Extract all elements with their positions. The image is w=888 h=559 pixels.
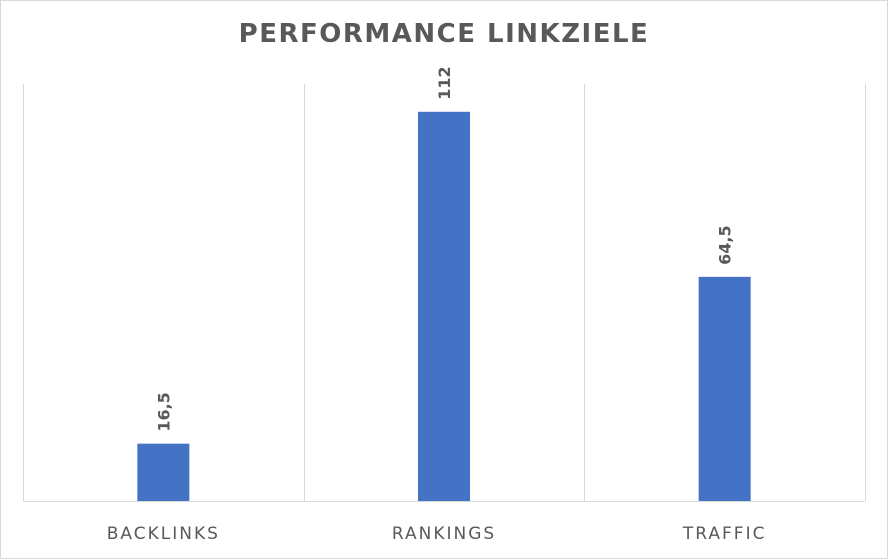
data-label: 16,5 <box>154 392 173 431</box>
x-tick-label: RANKINGS <box>392 524 496 544</box>
bar-traffic <box>698 276 751 501</box>
x-tick-label: BACKLINKS <box>107 524 220 544</box>
bar-backlinks <box>137 443 190 501</box>
bar-rankings <box>418 111 470 502</box>
data-label: 64,5 <box>716 225 735 264</box>
x-tick-label: TRAFFIC <box>682 524 767 544</box>
data-label: 112 <box>435 66 454 99</box>
chart-title: PERFORMANCE LINKZIELE <box>238 19 650 49</box>
